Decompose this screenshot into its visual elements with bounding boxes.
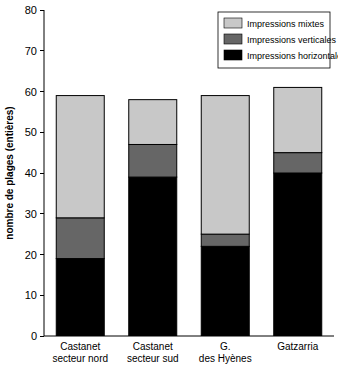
bar-segment [274, 173, 322, 336]
bar-segment [129, 177, 177, 336]
legend-swatch [224, 50, 242, 60]
legend-swatch [224, 18, 242, 28]
legend-swatch [224, 34, 242, 44]
y-tick [40, 132, 44, 133]
y-tick [40, 254, 44, 255]
y-tick-label: 80 [25, 4, 37, 16]
y-axis-label: nombre de plages (entières) [4, 106, 15, 239]
y-tick-label: 50 [25, 126, 37, 138]
legend-label: Impressions mixtes [247, 19, 325, 29]
x-tick-label: Gatzarria [277, 341, 319, 352]
legend-label: Impressions horizontales [247, 51, 338, 61]
y-tick [40, 91, 44, 92]
y-tick [40, 10, 44, 11]
label-line: secteur nord [52, 353, 108, 364]
bar-segment [56, 96, 104, 218]
bars [56, 87, 322, 336]
x-axis [44, 336, 334, 337]
y-tick-label: 0 [31, 330, 37, 342]
y-tick-label: 70 [25, 45, 37, 57]
y-tick [40, 213, 44, 214]
y-tick [40, 336, 44, 337]
label-line: G. [220, 341, 231, 352]
legend-label: Impressions verticales [247, 35, 337, 45]
y-tick [40, 295, 44, 296]
bar-segment [56, 218, 104, 259]
label-line: Castanet [133, 341, 173, 352]
y-tick-label: 30 [25, 208, 37, 220]
bar-segment [274, 87, 322, 152]
bar-segment [274, 153, 322, 173]
x-tick-label: Castanetsecteur sud [127, 341, 179, 364]
x-tick-label: G.des Hyènes [199, 341, 252, 364]
y-tick [40, 50, 44, 51]
y-axis [44, 10, 45, 336]
y-tick-label: 20 [25, 249, 37, 261]
label-line: Castanet [60, 341, 100, 352]
y-tick [40, 173, 44, 174]
y-tick-label: 60 [25, 86, 37, 98]
label-line: secteur sud [127, 353, 179, 364]
bar-segment [56, 259, 104, 336]
label-line: des Hyènes [199, 353, 252, 364]
bar-segment [201, 234, 249, 246]
bar-segment [129, 100, 177, 145]
bar-segment [129, 144, 177, 177]
y-tick-label: 40 [25, 167, 37, 179]
bar-segment [201, 96, 249, 235]
bar-segment [201, 246, 249, 336]
x-tick-label: Castanetsecteur nord [52, 341, 108, 364]
y-tick-label: 10 [25, 289, 37, 301]
